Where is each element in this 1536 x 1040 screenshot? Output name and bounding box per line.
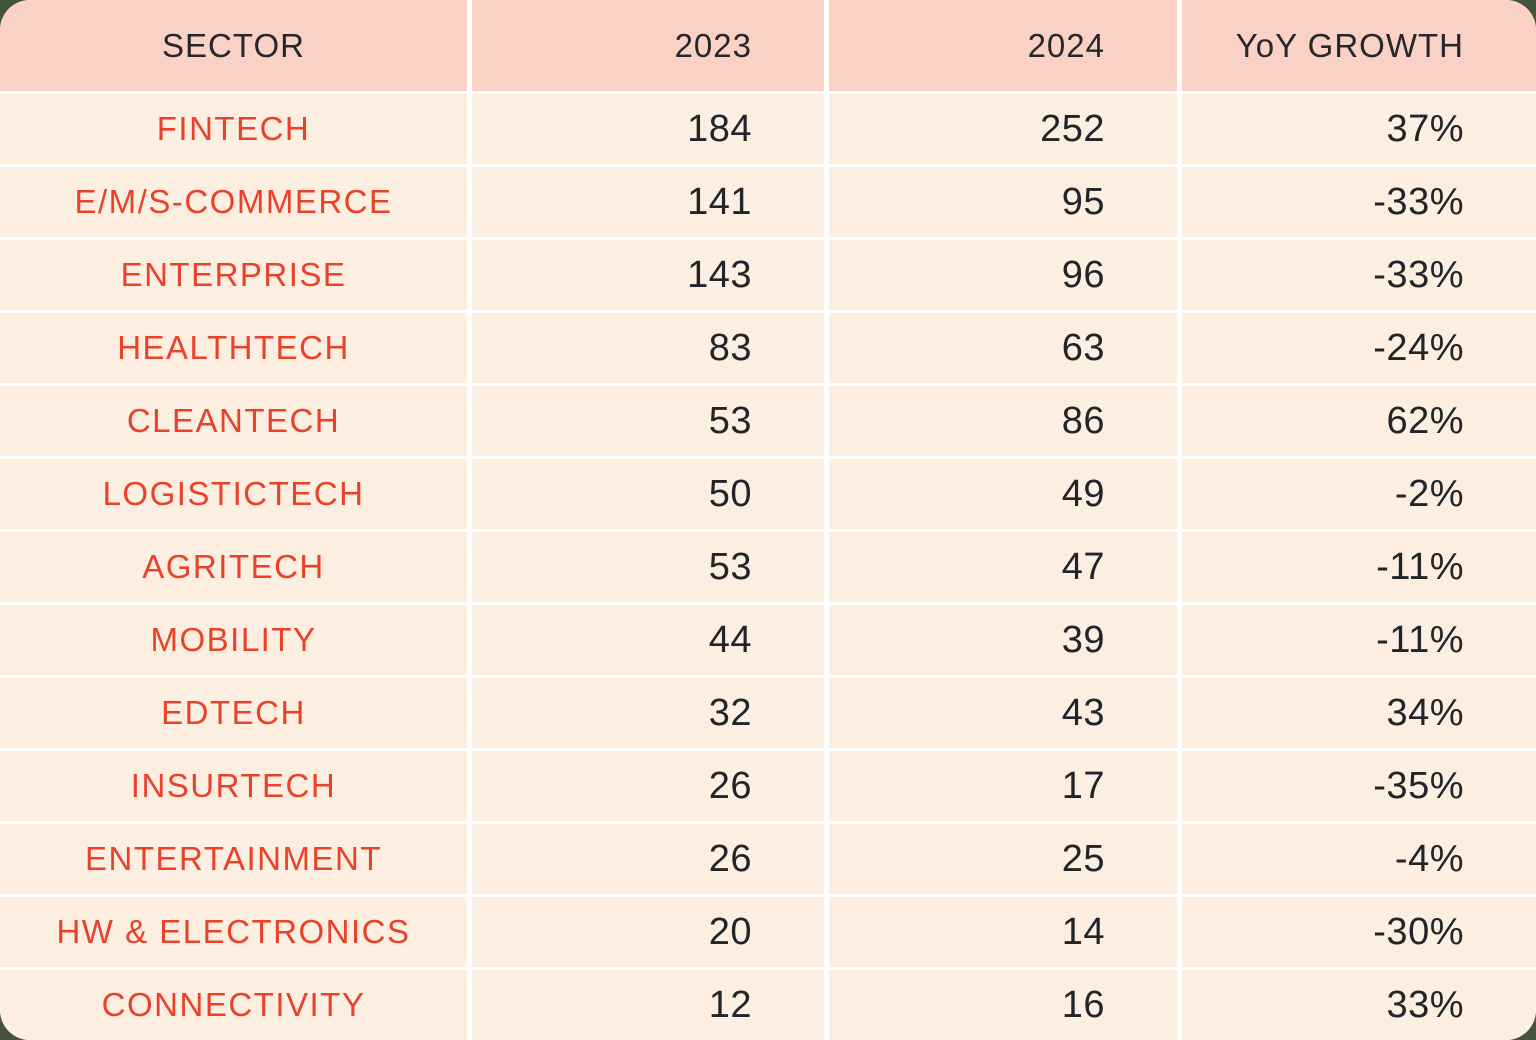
value-cell: 252 xyxy=(829,94,1177,164)
sector-cell: ENTERPRISE xyxy=(0,240,467,310)
value-cell: 43 xyxy=(829,678,1177,748)
value-cell: 184 xyxy=(472,94,824,164)
value-cell: -33% xyxy=(1182,240,1536,310)
value-cell: 16 xyxy=(829,970,1177,1040)
value-cell: 25 xyxy=(829,824,1177,894)
value-cell: -4% xyxy=(1182,824,1536,894)
column-header-2023: 2023 xyxy=(472,0,824,91)
sector-cell: MOBILITY xyxy=(0,605,467,675)
value-cell: 32 xyxy=(472,678,824,748)
value-cell: -33% xyxy=(1182,167,1536,237)
value-cell: 47 xyxy=(829,532,1177,602)
value-cell: -30% xyxy=(1182,897,1536,967)
value-cell: -11% xyxy=(1182,532,1536,602)
column-header-sector: SECTOR xyxy=(0,0,467,91)
value-cell: 33% xyxy=(1182,970,1536,1040)
value-cell: 20 xyxy=(472,897,824,967)
value-cell: 63 xyxy=(829,313,1177,383)
sector-cell: HEALTHTECH xyxy=(0,313,467,383)
value-cell: 141 xyxy=(472,167,824,237)
value-cell: 96 xyxy=(829,240,1177,310)
sector-cell: CONNECTIVITY xyxy=(0,970,467,1040)
value-cell: 50 xyxy=(472,459,824,529)
value-cell: 143 xyxy=(472,240,824,310)
value-cell: 14 xyxy=(829,897,1177,967)
sector-cell: INSURTECH xyxy=(0,751,467,821)
value-cell: 17 xyxy=(829,751,1177,821)
value-cell: -2% xyxy=(1182,459,1536,529)
sector-cell: E/M/S-COMMERCE xyxy=(0,167,467,237)
sector-cell: ENTERTAINMENT xyxy=(0,824,467,894)
value-cell: 26 xyxy=(472,824,824,894)
sector-cell: HW & ELECTRONICS xyxy=(0,897,467,967)
column-header-yoy-growth: YoY GROWTH xyxy=(1182,0,1536,91)
value-cell: 34% xyxy=(1182,678,1536,748)
sector-cell: CLEANTECH xyxy=(0,386,467,456)
value-cell: 44 xyxy=(472,605,824,675)
value-cell: 53 xyxy=(472,532,824,602)
value-cell: 83 xyxy=(472,313,824,383)
sector-cell: AGRITECH xyxy=(0,532,467,602)
value-cell: -24% xyxy=(1182,313,1536,383)
value-cell: 62% xyxy=(1182,386,1536,456)
value-cell: 49 xyxy=(829,459,1177,529)
sector-cell: EDTECH xyxy=(0,678,467,748)
sector-cell: FINTECH xyxy=(0,94,467,164)
column-header-2024: 2024 xyxy=(829,0,1177,91)
value-cell: 95 xyxy=(829,167,1177,237)
sector-cell: LOGISTICTECH xyxy=(0,459,467,529)
value-cell: -35% xyxy=(1182,751,1536,821)
value-cell: -11% xyxy=(1182,605,1536,675)
value-cell: 86 xyxy=(829,386,1177,456)
value-cell: 53 xyxy=(472,386,824,456)
value-cell: 12 xyxy=(472,970,824,1040)
value-cell: 37% xyxy=(1182,94,1536,164)
value-cell: 26 xyxy=(472,751,824,821)
value-cell: 39 xyxy=(829,605,1177,675)
